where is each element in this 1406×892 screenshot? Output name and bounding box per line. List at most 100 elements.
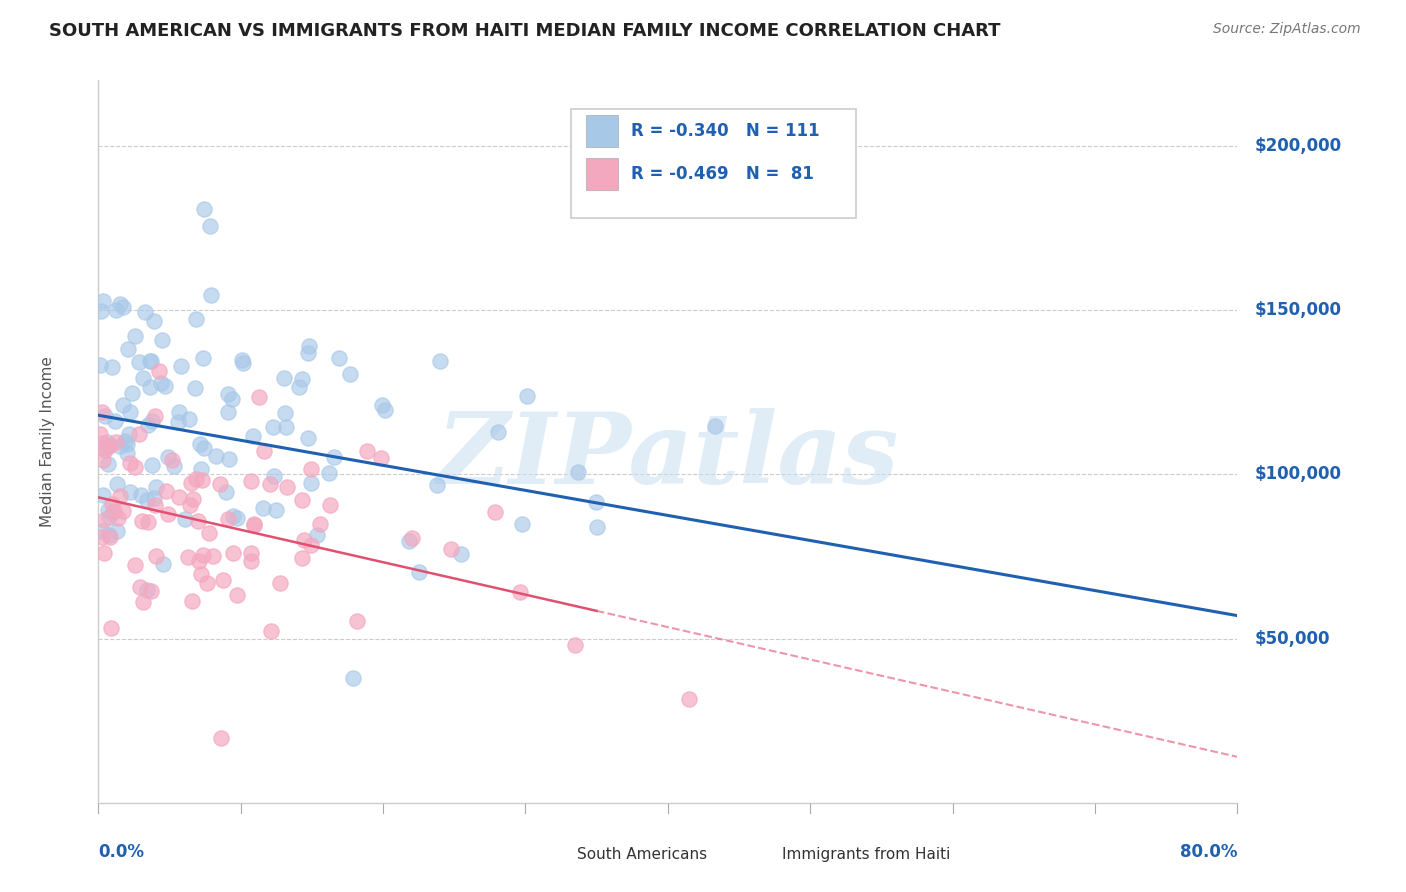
Point — [180, 475, 202, 490]
Point — [209, 731, 232, 746]
Point — [181, 593, 204, 607]
FancyBboxPatch shape — [531, 841, 562, 869]
Point — [100, 359, 122, 374]
Point — [117, 437, 139, 451]
Point — [217, 387, 239, 401]
Point — [398, 534, 420, 549]
Point — [141, 583, 163, 598]
Point — [585, 495, 607, 509]
Point — [129, 488, 152, 502]
Point — [298, 338, 321, 352]
Point — [426, 478, 449, 492]
Point — [89, 358, 111, 372]
Point — [225, 588, 247, 602]
Point — [89, 426, 111, 441]
Text: South Americans: South Americans — [576, 847, 707, 863]
Point — [291, 372, 314, 386]
Point — [143, 498, 166, 512]
Point — [176, 550, 198, 565]
FancyBboxPatch shape — [571, 109, 856, 218]
Point — [678, 692, 700, 706]
Point — [145, 409, 167, 423]
Text: Source: ZipAtlas.com: Source: ZipAtlas.com — [1213, 22, 1361, 37]
Point — [319, 499, 342, 513]
Point — [132, 595, 155, 609]
FancyBboxPatch shape — [586, 158, 617, 191]
Point — [339, 367, 361, 381]
Point — [100, 622, 122, 636]
Point — [155, 379, 177, 393]
Text: $50,000: $50,000 — [1254, 630, 1330, 648]
Point — [218, 452, 240, 467]
Point — [181, 491, 204, 506]
Point — [184, 472, 207, 486]
Text: R = -0.469   N =  81: R = -0.469 N = 81 — [631, 165, 814, 183]
Point — [111, 300, 134, 314]
Point — [187, 554, 209, 568]
Point — [370, 450, 392, 465]
Point — [408, 565, 430, 579]
FancyBboxPatch shape — [737, 841, 768, 869]
Point — [93, 513, 115, 527]
Point — [128, 427, 150, 442]
Point — [242, 518, 264, 533]
Point — [111, 398, 134, 412]
Point — [136, 418, 159, 433]
Point — [143, 314, 166, 328]
Point — [139, 380, 162, 394]
Point — [129, 580, 152, 594]
Text: Median Family Income: Median Family Income — [39, 356, 55, 527]
Text: ZIPatlas: ZIPatlas — [437, 408, 898, 504]
Point — [342, 671, 364, 685]
Point — [91, 530, 114, 544]
Point — [134, 304, 156, 318]
Point — [145, 480, 167, 494]
Point — [274, 420, 297, 434]
Point — [484, 505, 506, 519]
Point — [150, 333, 173, 347]
Point — [217, 405, 239, 419]
Point — [143, 491, 166, 505]
Point — [193, 441, 215, 455]
Point — [212, 574, 235, 588]
Point — [252, 500, 274, 515]
Point — [117, 342, 139, 356]
Point — [167, 490, 190, 504]
Point — [299, 475, 322, 490]
Point — [370, 398, 392, 412]
Point — [120, 405, 142, 419]
Point — [179, 412, 201, 426]
Point — [440, 541, 463, 556]
Point — [110, 489, 132, 503]
Point — [222, 509, 245, 524]
Point — [240, 554, 263, 568]
FancyBboxPatch shape — [586, 114, 617, 147]
Point — [273, 406, 295, 420]
Text: Immigrants from Haiti: Immigrants from Haiti — [782, 847, 950, 863]
Point — [217, 512, 239, 526]
Point — [132, 370, 155, 384]
Point — [239, 545, 262, 559]
Point — [328, 351, 350, 365]
Point — [94, 442, 117, 457]
Point — [190, 462, 212, 476]
Point — [100, 497, 122, 511]
Point — [240, 475, 263, 489]
Point — [191, 473, 214, 487]
Point — [509, 585, 531, 599]
Point — [198, 525, 221, 540]
Point — [290, 551, 312, 566]
Point — [115, 446, 138, 460]
Point — [222, 546, 245, 560]
Point — [145, 549, 167, 563]
Point — [269, 576, 291, 591]
Point — [107, 511, 129, 525]
Point — [103, 503, 125, 517]
Point — [401, 532, 423, 546]
Point — [136, 492, 159, 507]
Point — [191, 548, 214, 562]
Point — [139, 354, 162, 368]
Point — [94, 442, 117, 456]
Text: $100,000: $100,000 — [1254, 466, 1341, 483]
Text: 0.0%: 0.0% — [98, 843, 145, 861]
